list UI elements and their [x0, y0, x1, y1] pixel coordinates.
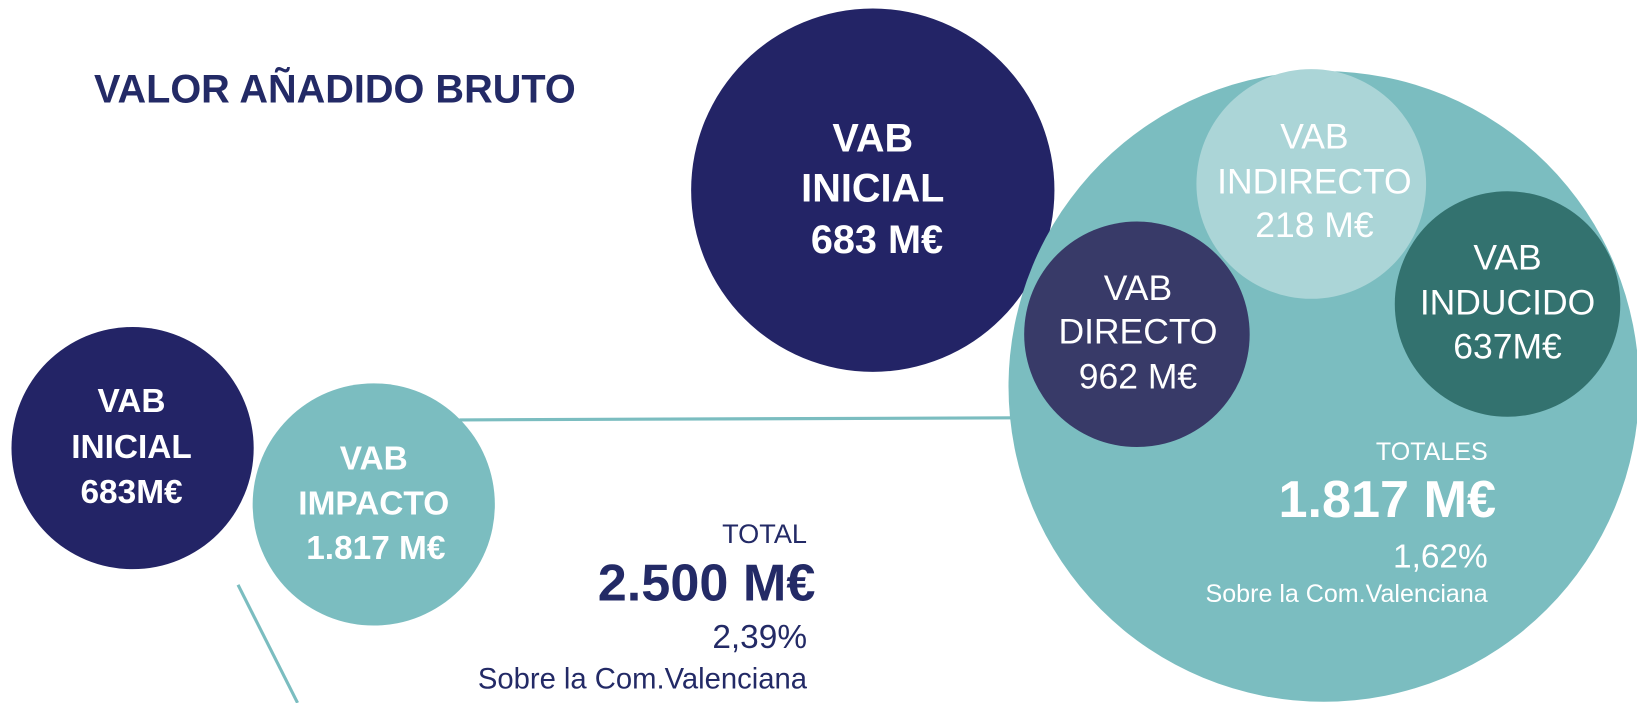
- label: INDUCIDO: [1420, 282, 1595, 322]
- label: VAB: [98, 383, 166, 420]
- label: VAB: [1473, 238, 1541, 278]
- total-note: Sobre la Com.Valenciana: [478, 664, 808, 696]
- totals-note: Sobre la Com.Valenciana: [1206, 580, 1488, 608]
- total-share: 2,39%: [712, 619, 807, 656]
- label: 218 M€: [1255, 205, 1374, 245]
- label: INICIAL: [801, 167, 944, 211]
- label: 637M€: [1453, 326, 1562, 366]
- label: VAB: [1280, 116, 1348, 156]
- circle-direct: [1024, 221, 1250, 448]
- label: 1.817 M€: [306, 530, 445, 567]
- circle-impact: [252, 383, 495, 626]
- totals-label: TOTALES: [1376, 438, 1488, 466]
- label: INICIAL: [71, 429, 192, 466]
- total-label: TOTAL: [722, 518, 807, 549]
- totals-value: 1.817 M€: [1278, 471, 1496, 529]
- total-value: 2.500 M€: [598, 555, 816, 613]
- title: VALOR AÑADIDO BRUTO: [94, 68, 576, 112]
- label: VAB: [340, 440, 408, 477]
- label: 683 M€: [811, 218, 943, 262]
- circle-induced: [1394, 191, 1621, 417]
- circle-initial-small: [11, 326, 254, 570]
- label: VAB: [832, 117, 913, 161]
- label: DIRECTO: [1058, 312, 1217, 352]
- label: 683M€: [80, 474, 182, 511]
- circle-indirect: [1196, 69, 1427, 299]
- circle-initial: [691, 8, 1055, 372]
- totals-share: 1,62%: [1393, 539, 1488, 576]
- label: 962 M€: [1079, 357, 1198, 397]
- connector: [459, 416, 1018, 422]
- label: VAB: [1104, 268, 1172, 308]
- label: INDIRECTO: [1217, 161, 1412, 201]
- connector: [236, 584, 299, 703]
- label: IMPACTO: [298, 485, 449, 522]
